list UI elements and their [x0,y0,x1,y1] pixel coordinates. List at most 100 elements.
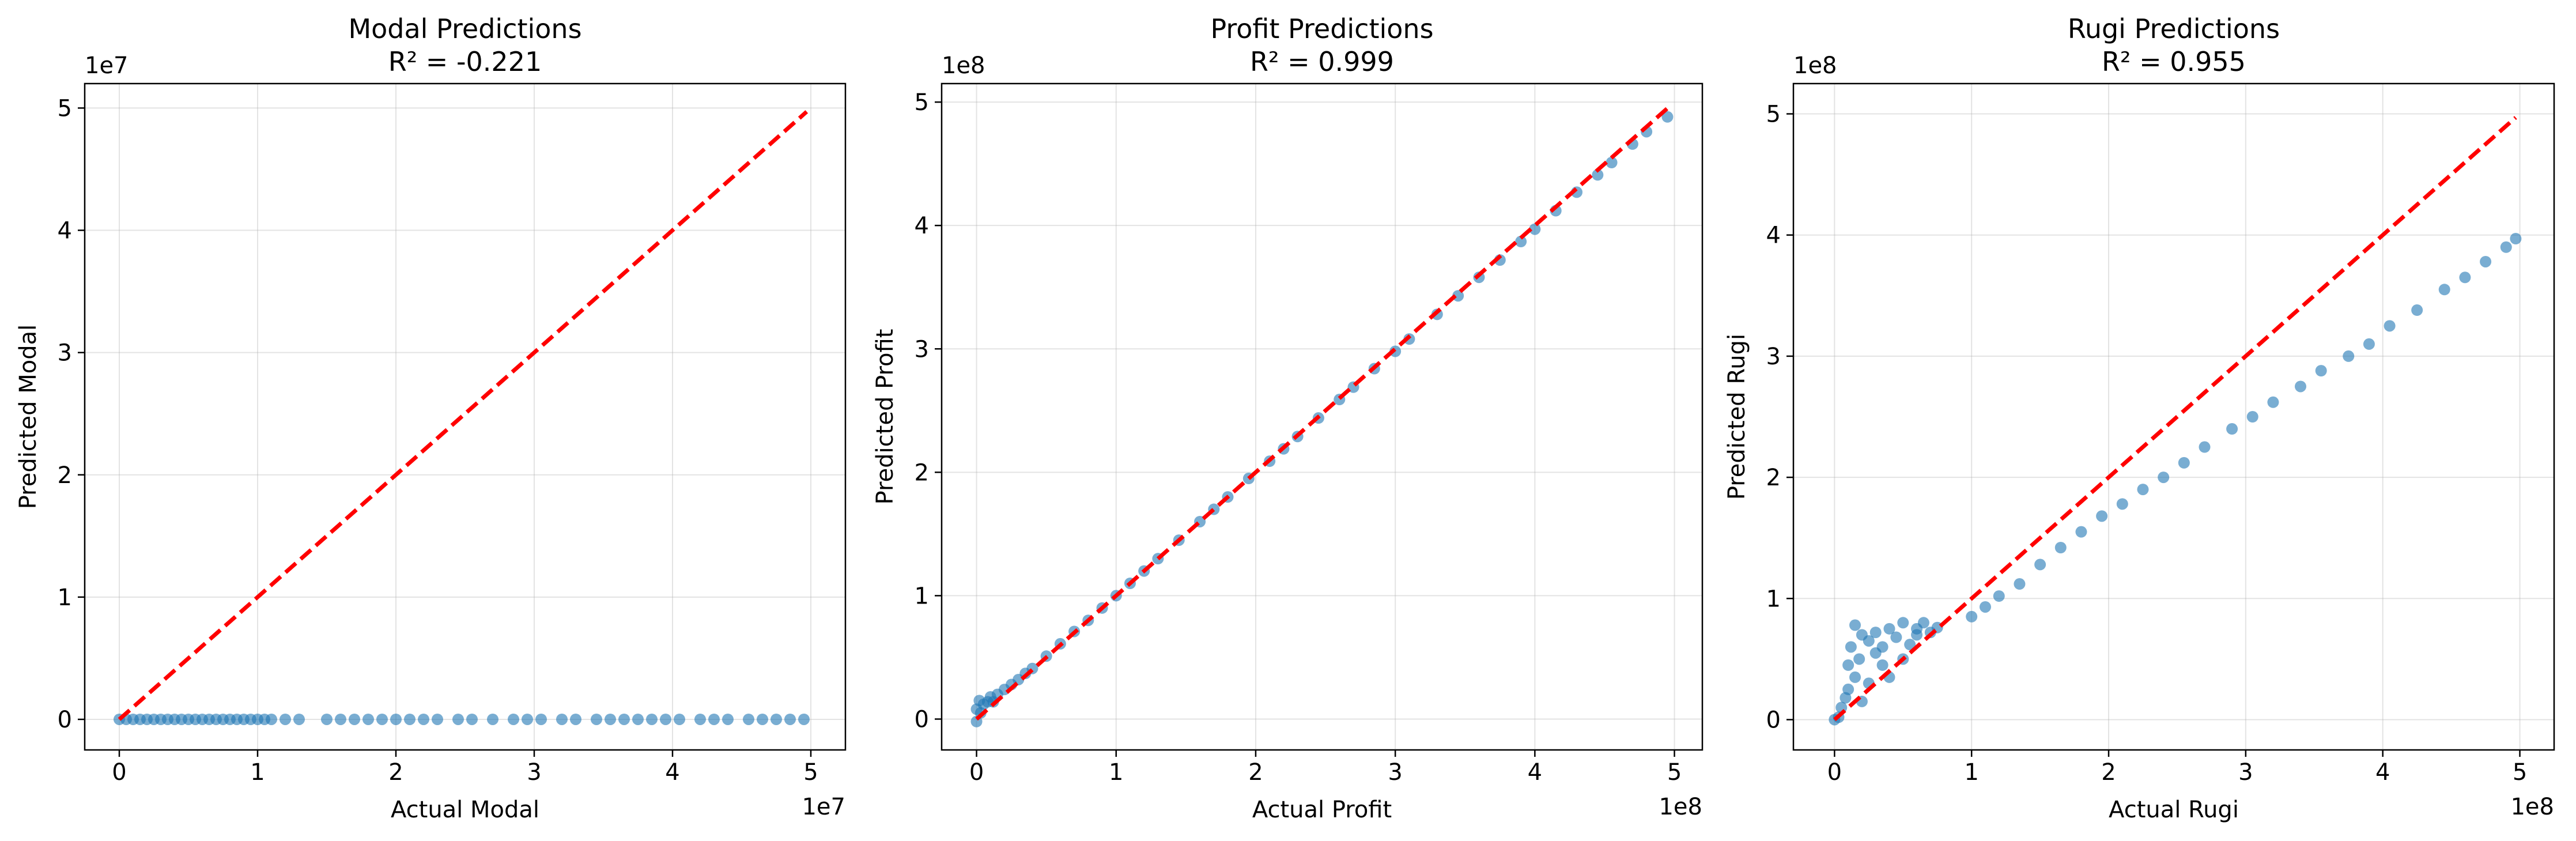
chart3-scatter-point [2411,304,2423,316]
chart3-x-tick-label: 0 [1827,759,1842,786]
chart1-scatter-point [266,713,277,725]
chart3-scatter-point [2034,559,2046,571]
chart2-y-tick-label: 1 [915,583,929,609]
chart2-title: Profit Predictions [1210,13,1433,44]
chart2-y-offset-text: 1e8 [942,52,985,79]
chart3-scatter-point [1853,653,1865,665]
chart3-scatter-point [1883,623,1895,635]
chart2-y-tick-label: 0 [915,706,929,733]
chart3-scatter-point [1869,627,1882,639]
chart1-scatter-point [535,713,547,725]
chart1-title: Modal Predictions [348,13,581,44]
chart3-subtitle: R² = 0.955 [2102,46,2246,77]
chart2-x-offset-text: 1e8 [1659,794,1702,820]
chart1-scatter-point [452,713,464,725]
chart2-x-tick-label: 3 [1388,759,1402,786]
chart3-reference-line [1833,116,2517,722]
chart3-y-axis-label: Predicted Rugi [1724,334,1750,500]
chart1-scatter-point [674,713,685,725]
chart1-scatter-point [508,713,519,725]
chart1-y-tick-label: 4 [58,218,72,244]
chart3-y-tick-label: 5 [1766,101,1781,128]
chart3-scatter-point [2510,233,2522,245]
chart1-x-tick-label: 4 [665,759,679,786]
chart2-x-tick-label: 4 [1528,759,1542,786]
chart2-scatter-point [1529,223,1541,235]
chart3-scatter-point [2014,578,2026,590]
chart3-y-offset-text: 1e8 [1793,52,1837,79]
chart3-scatter-point [1993,590,2005,602]
chart2-subtitle: R² = 0.999 [1250,46,1394,77]
chart3-scatter-point [2459,271,2471,284]
chart1-scatter-point [757,713,768,725]
chart2-x-tick-label: 1 [1109,759,1123,786]
chart1-x-tick-label: 3 [527,759,541,786]
chart3-scatter-point [2199,441,2211,453]
chart1-scatter-point [293,713,305,725]
chart1-scatter-point [432,713,443,725]
chart3-scatter-point [2343,350,2355,362]
chart1-scatter-point [770,713,782,725]
chart3-scatter-point [1849,671,1861,683]
chart1-scatter-point [522,713,533,725]
chart1-subtitle: R² = -0.221 [388,46,542,77]
chart3-scatter-point [2158,472,2170,484]
chart1-scatter-point [722,713,734,725]
chart1-y-tick-label: 2 [58,462,72,489]
chart3-scatter-point [1979,601,1991,613]
chart3-x-tick-label: 4 [2375,759,2390,786]
chart1-scatter-point [798,713,810,725]
chart3-scatter-point [1897,617,1909,629]
chart1-scatter-point [694,713,706,725]
chart1-x-tick-label: 0 [112,759,126,786]
chart1-y-offset-text: 1e7 [85,52,129,79]
chart1-scatter-point [404,713,416,725]
chart1-scatter-point [321,713,333,725]
chart1-scatter-point [570,713,581,725]
chart3-x-tick-label: 3 [2238,759,2253,786]
chart3-scatter-point [2295,380,2306,393]
chart3-scatter-point [1842,659,1854,671]
chart1-scatter-point [556,713,568,725]
chart3-scatter-point [1917,617,1929,629]
chart3-scatter-point [2178,457,2190,469]
chart1-x-offset-text: 1e7 [802,794,845,820]
chart2-axes-frame [940,82,1704,751]
chart3-scatter-point [1845,641,1857,653]
chart2-scatter-point [1592,169,1604,181]
chart2-y-tick-label: 4 [915,213,929,239]
chart1-scatter-point [466,713,478,725]
chart1-y-tick-label: 3 [58,340,72,367]
chart2-scatter-point [1606,157,1618,169]
chart3-scatter-point [1904,639,1916,651]
chart1-scatter-point [591,713,602,725]
chart2-scatter-point [1661,111,1674,123]
chart2-scatter-point [1452,290,1464,302]
chart1-x-tick-label: 1 [250,759,265,786]
chart3-scatter-point [2315,365,2327,377]
chart1-y-tick-label: 5 [58,95,72,122]
chart2-y-tick-label: 2 [915,459,929,486]
chart1-scatter-point [335,713,346,725]
chart1-scatter-point [632,713,644,725]
chart3-scatter-point [1876,659,1888,671]
chart2-reference-line [975,104,1672,721]
chart3-x-tick-label: 2 [2101,759,2116,786]
chart2-y-tick-label: 5 [915,89,929,116]
chart1-scatter-point [376,713,388,725]
chart3-scatter-point [1890,631,1902,643]
chart1-scatter-point [708,713,720,725]
chart2-scatter-point [1515,236,1527,248]
chart1-x-axis-label: Actual Modal [391,797,539,823]
chart3-scatter-point [2246,411,2258,423]
chart3-y-tick-label: 0 [1766,707,1781,733]
chart1-scatter-point [279,713,291,725]
chart3-scatter-point [2226,423,2238,435]
chart3-scatter-point [2267,396,2279,408]
chart1-scatter-point [605,713,616,725]
chart1-scatter-point [362,713,374,725]
chart2-y-axis-label: Predicted Profit [872,329,898,505]
chart1-scatter-point [618,713,630,725]
